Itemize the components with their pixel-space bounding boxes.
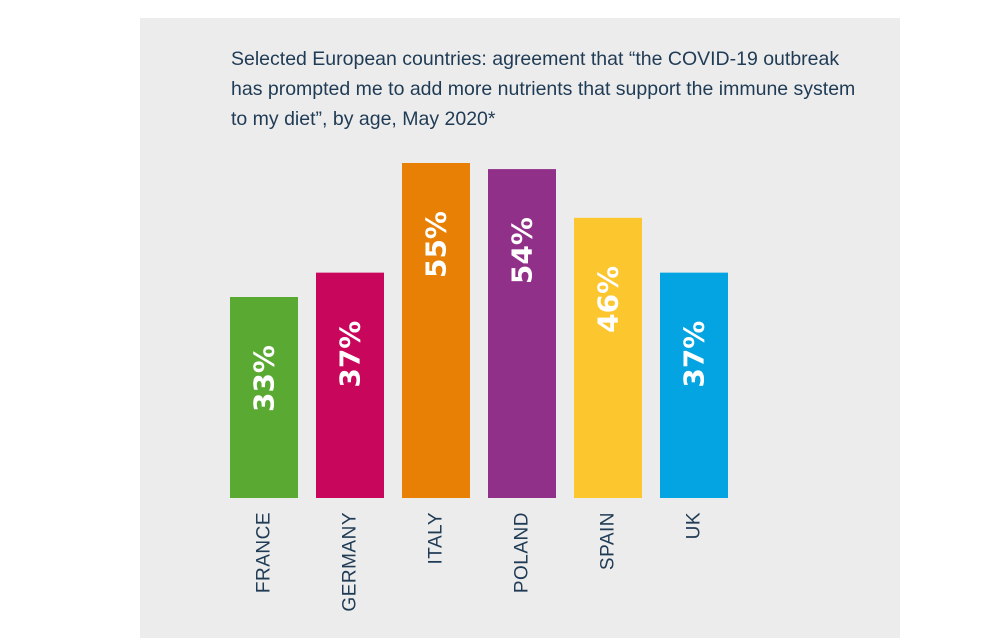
chart-title: Selected European countries: agreement t… [231,48,856,130]
value-label-italy: 55% [420,211,453,278]
value-label-uk: 37% [678,321,711,388]
bar-spain [574,217,642,498]
category-label-uk: UK [684,512,705,539]
value-label-germany: 37% [334,321,367,388]
category-label-germany: GERMANY [340,512,361,612]
category-label-spain: SPAIN [598,512,619,570]
bar-poland [488,169,556,498]
category-label-poland: POLAND [512,512,533,593]
value-label-group: 33% 37% 55% 54% 46% 37% [248,211,711,412]
category-label-group: FRANCE GERMANY ITALY POLAND SPAIN UK [254,512,705,612]
category-label-france: FRANCE [254,512,275,593]
value-label-poland: 54% [506,217,539,284]
bar-italy [402,163,470,498]
bar-france [230,297,298,498]
bar-group [230,163,728,498]
value-label-france: 33% [248,345,281,412]
bar-germany [316,272,384,498]
category-label-italy: ITALY [426,512,447,564]
value-label-spain: 46% [592,266,625,333]
bar-uk [660,272,728,498]
